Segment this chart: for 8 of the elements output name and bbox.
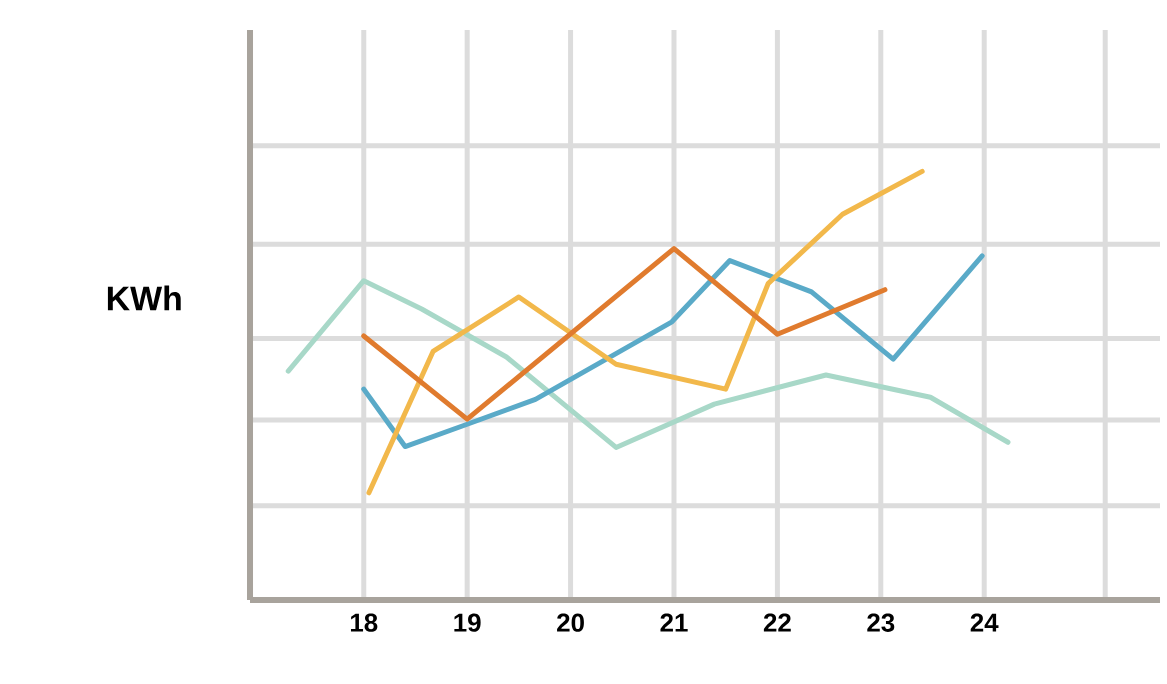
x-tick-label: 21 bbox=[660, 613, 688, 632]
x-tick-label: 19 bbox=[454, 613, 481, 632]
y-axis-title: KWh bbox=[107, 285, 181, 311]
x-tick-label: 18 bbox=[350, 613, 378, 632]
x-tick-label: 22 bbox=[763, 613, 791, 632]
x-tick-label: 20 bbox=[557, 613, 584, 632]
x-tick-label: 24 bbox=[970, 613, 999, 632]
x-tick-label: 23 bbox=[867, 613, 895, 632]
